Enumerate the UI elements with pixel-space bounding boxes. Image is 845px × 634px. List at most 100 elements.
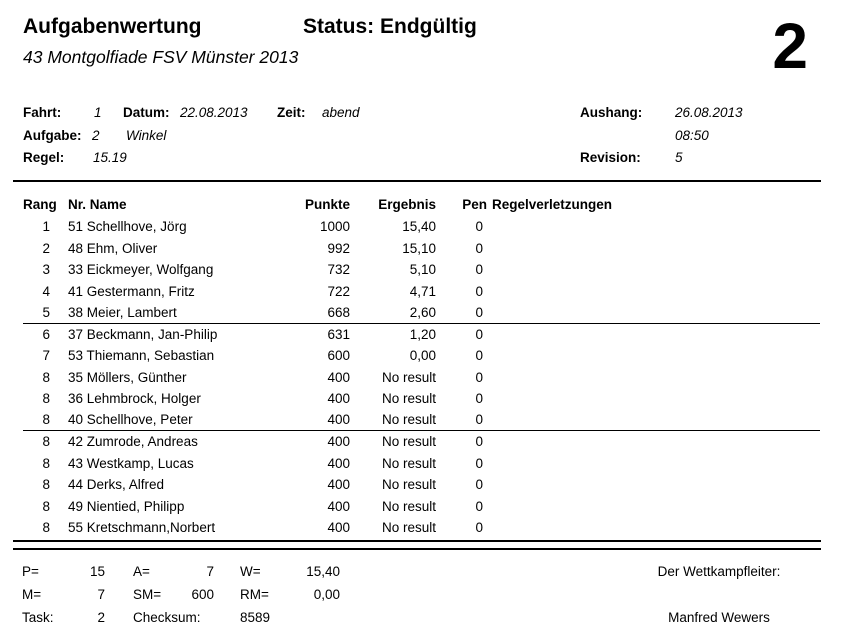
cell-rang: 8	[42, 520, 50, 536]
cell-punkte: 600	[327, 348, 350, 364]
cell-ergebnis: 2,60	[409, 304, 436, 320]
checksum-value: 8589	[240, 610, 271, 625]
cell-rang: 1	[42, 219, 50, 235]
cell-name: 40 Schellhove, Peter	[68, 412, 193, 428]
table-row: 8 44 Derks, Alfred 400 No result 0	[23, 474, 820, 496]
table-row: 3 33 Eickmeyer, Wolfgang 732 5,10 0	[23, 259, 820, 281]
table-row: 6 37 Beckmann, Jan-Philip 631 1,20 0	[23, 324, 820, 346]
cell-ergebnis: No result	[381, 455, 436, 471]
cell-punkte: 400	[327, 498, 350, 514]
page-title: Aufgabenwertung	[23, 15, 202, 38]
w-label: W=	[240, 564, 261, 579]
table-row: 8 49 Nientied, Philipp 400 No result 0	[23, 496, 820, 518]
cell-name: 53 Thiemann, Sebastian	[68, 348, 215, 364]
table-row: 1 51 Schellhove, Jörg 1000 15,40 0	[23, 216, 820, 238]
sm-label: SM=	[133, 587, 162, 602]
cell-rang: 8	[42, 455, 50, 471]
datum-label: Datum:	[123, 105, 170, 120]
cell-ergebnis: No result	[381, 498, 436, 514]
a-value: 7	[206, 564, 214, 579]
cell-ergebnis: No result	[381, 391, 436, 407]
cell-name: 44 Derks, Alfred	[68, 477, 165, 493]
cell-punkte: 400	[327, 391, 350, 407]
cell-pen: 0	[475, 520, 483, 536]
table-bottom-rule-1	[13, 540, 821, 542]
cell-rang: 4	[42, 283, 50, 299]
table-bottom-rule-2	[13, 548, 821, 550]
cell-punkte: 400	[327, 520, 350, 536]
revision-label: Revision:	[580, 150, 641, 165]
zeit-value: abend	[322, 105, 360, 120]
cell-punkte: 400	[327, 477, 350, 493]
table-header-row: Rang Nr. Name Punkte Ergebnis Pen Regelv…	[23, 197, 820, 212]
cell-name: 51 Schellhove, Jörg	[68, 219, 187, 235]
task-label: Task:	[22, 610, 54, 625]
table-row: 8 40 Schellhove, Peter 400 No result 0	[23, 410, 820, 431]
cell-name: 43 Westkamp, Lucas	[68, 455, 194, 471]
cell-rang: 3	[42, 262, 50, 278]
cell-ergebnis: 4,71	[409, 283, 436, 299]
header-ergebnis: Ergebnis	[378, 197, 436, 212]
cell-punkte: 400	[327, 455, 350, 471]
p-value: 15	[89, 564, 105, 579]
aufgabe-label: Aufgabe:	[23, 128, 82, 143]
cell-name: 36 Lehmbrock, Holger	[68, 391, 201, 407]
cell-name: 48 Ehm, Oliver	[68, 240, 158, 256]
aushang-date: 26.08.2013	[675, 105, 743, 120]
cell-rang: 8	[42, 434, 50, 450]
aushang-label: Aushang:	[580, 105, 643, 120]
cell-punkte: 400	[327, 412, 350, 428]
cell-name: 37 Beckmann, Jan-Philip	[68, 326, 218, 342]
cell-name: 38 Meier, Lambert	[68, 304, 177, 320]
cell-ergebnis: No result	[381, 369, 436, 385]
cell-rang: 2	[42, 240, 50, 256]
table-row: 4 41 Gestermann, Fritz 722 4,71 0	[23, 281, 820, 303]
m-value: 7	[97, 587, 105, 602]
regel-value: 15.19	[93, 150, 127, 165]
cell-name: 33 Eickmeyer, Wolfgang	[68, 262, 214, 278]
fahrt-value: 1	[94, 105, 102, 120]
zeit-label: Zeit:	[277, 105, 306, 120]
cell-pen: 0	[475, 219, 483, 235]
aufgabe-value: 2	[92, 128, 100, 143]
cell-rang: 8	[42, 477, 50, 493]
header-nr-name: Nr. Name	[68, 197, 127, 212]
cell-rang: 8	[42, 498, 50, 514]
cell-pen: 0	[475, 434, 483, 450]
cell-rang: 8	[42, 391, 50, 407]
checksum-label: Checksum:	[133, 610, 201, 625]
cell-punkte: 732	[327, 262, 350, 278]
cell-ergebnis: No result	[381, 412, 436, 428]
sm-value: 600	[191, 587, 214, 602]
table-top-rule	[13, 180, 821, 182]
results-rows: 1 51 Schellhove, Jörg 1000 15,40 0 2 48 …	[23, 216, 820, 539]
cell-ergebnis: No result	[381, 520, 436, 536]
cell-rang: 8	[42, 369, 50, 385]
a-label: A=	[133, 564, 150, 579]
cell-pen: 0	[475, 391, 483, 407]
revision-value: 5	[675, 150, 683, 165]
cell-rang: 5	[42, 304, 50, 320]
cell-ergebnis: No result	[381, 434, 436, 450]
cell-punkte: 400	[327, 434, 350, 450]
cell-name: 55 Kretschmann,Norbert	[68, 520, 216, 536]
rm-label: RM=	[240, 587, 269, 602]
cell-name: 41 Gestermann, Fritz	[68, 283, 195, 299]
fahrt-label: Fahrt:	[23, 105, 62, 120]
cell-name: 35 Möllers, Günther	[68, 369, 187, 385]
footer-statistics: P= 15 A= 7 W= 15,40 M= 7 SM= 600 RM= 0,0…	[22, 564, 340, 633]
cell-rang: 8	[42, 412, 50, 428]
header-pen: Pen	[462, 197, 487, 212]
cell-pen: 0	[475, 240, 483, 256]
regel-label: Regel:	[23, 150, 65, 165]
header-punkte: Punkte	[304, 197, 350, 212]
header-rang: Rang	[23, 197, 57, 212]
cell-pen: 0	[475, 283, 483, 299]
cell-ergebnis: 5,10	[409, 262, 436, 278]
cell-ergebnis: 15,10	[402, 240, 436, 256]
cell-pen: 0	[475, 348, 483, 364]
cell-punkte: 668	[327, 304, 350, 320]
cell-rang: 6	[42, 326, 50, 342]
task-value: 2	[97, 610, 105, 625]
